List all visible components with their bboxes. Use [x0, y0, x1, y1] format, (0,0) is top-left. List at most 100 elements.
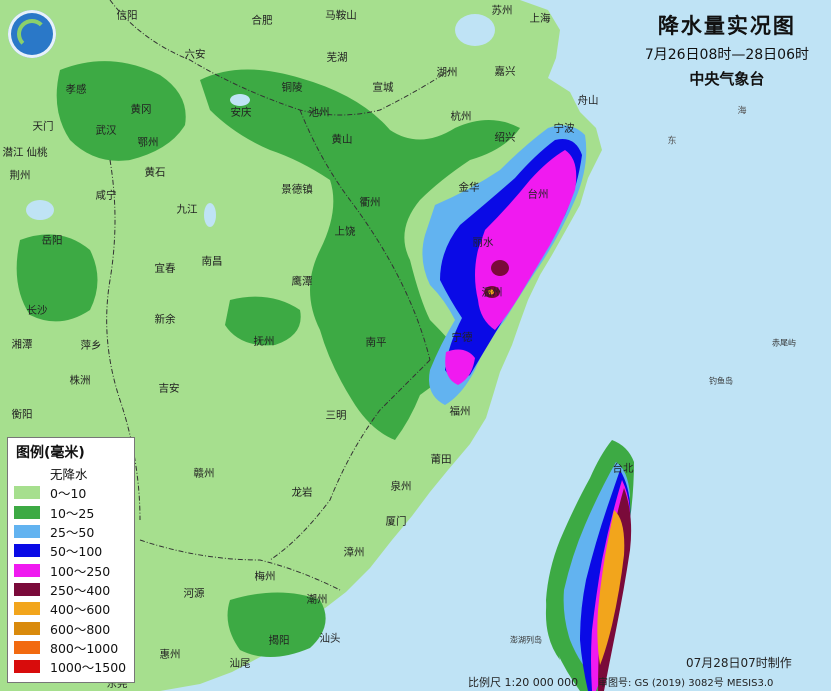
lake-poyang [204, 203, 216, 227]
city-label: 鹰潭 [291, 275, 313, 288]
legend-label: 无降水 [50, 467, 88, 483]
sea-label: 海 [737, 106, 747, 117]
legend-swatch [14, 582, 40, 596]
city-label: 黄冈 [130, 103, 152, 116]
boundary-jiangxi-fujian [269, 359, 431, 561]
city-label: 嘉兴 [494, 65, 516, 78]
city-label: 汕头 [319, 632, 341, 645]
legend-swatch [14, 602, 40, 616]
city-label: 上饶 [334, 225, 356, 238]
city-label: 赣州 [193, 467, 215, 480]
legend-label: 0～10 [50, 486, 87, 502]
city-label: 台州 [527, 188, 549, 201]
city-label: 汕尾 [229, 657, 251, 670]
city-label: 湖州 [436, 66, 458, 79]
rain-area-guangdong [227, 592, 326, 658]
legend-label: 10～25 [50, 505, 95, 521]
city-label: 铜陵 [281, 81, 303, 94]
city-label: 岳阳 [41, 234, 63, 247]
city-label: 泉州 [390, 480, 412, 493]
legend-swatch [14, 563, 40, 577]
legend-swatch [14, 505, 40, 519]
city-label: 台北 [612, 462, 634, 475]
island-label-diaoyudao: 钓鱼岛 [709, 376, 733, 386]
legend-item: 1000～1500 [8, 657, 134, 676]
city-label: 苏州 [491, 4, 513, 17]
city-label: 荆州 [9, 169, 31, 182]
city-label: 衡阳 [11, 408, 33, 421]
legend-swatch [14, 640, 40, 654]
city-label: 芜湖 [326, 51, 348, 64]
legend-item: 250～400 [8, 580, 134, 599]
city-label: 萍乡 [80, 339, 102, 352]
city-label: 金华 [458, 181, 480, 194]
legend-label: 25～50 [50, 525, 95, 541]
legend-title: 图例(毫米) [16, 445, 85, 461]
city-label: 宣城 [372, 81, 394, 94]
rain-core-lishui [491, 260, 509, 276]
map-scale: 比例尺 1:20 000 000 [468, 676, 579, 689]
city-label: 绍兴 [494, 131, 516, 144]
legend-rows: 无降水 0～10 10～25 25～50 50～100 100～250 250～400 400… [8, 464, 134, 676]
city-label: 黄石 [144, 166, 166, 179]
rain-100-250-area [475, 150, 577, 330]
legend-label: 100～250 [50, 563, 111, 579]
legend-swatch [14, 660, 40, 674]
city-label: 南平 [365, 336, 387, 349]
city-label: 信阳 [116, 9, 138, 22]
city-label: 三明 [325, 409, 347, 422]
legend-label: 1000～1500 [50, 660, 127, 676]
legend-label: 800～1000 [50, 640, 119, 656]
map-approval-number: 审图号: GS (2019) 3082号 MESIS3.0 [598, 678, 774, 689]
city-label: 惠州 [159, 648, 181, 661]
city-label: 南昌 [201, 255, 223, 268]
rain-250-400-areas [484, 260, 509, 298]
cma-logo [8, 10, 56, 58]
lake-chaohu [230, 94, 250, 106]
city-label: 宁德 [451, 331, 473, 344]
map-title: 降水量实况图 [657, 14, 796, 38]
water-bodies [26, 14, 495, 227]
city-label: 舟山 [577, 94, 599, 107]
city-label: 河源 [183, 587, 205, 600]
city-label: 漳州 [343, 546, 365, 559]
city-label: 咸宁 [95, 189, 117, 202]
logo-swirl-icon [17, 19, 47, 49]
boundary-hunan-jiangxi [106, 159, 141, 521]
legend-swatch [14, 544, 40, 558]
city-label: 宁波 [553, 122, 575, 135]
city-label: 武汉 [95, 124, 117, 137]
rain-area-hubei [56, 61, 186, 161]
made-time: 07月28日07时制作 [686, 656, 792, 670]
province-boundaries [106, 0, 451, 591]
legend-item: 400～600 [8, 599, 134, 618]
title-block: 降水量实况图 7月26日08时—28日06时 中央气象台 [645, 10, 809, 89]
rain-area-jiangxi [225, 296, 301, 346]
rain-area-anhui [200, 69, 520, 440]
city-label: 新余 [154, 313, 176, 326]
legend-swatch [14, 486, 40, 500]
legend-item: 50～100 [8, 541, 134, 560]
city-label: 杭州 [450, 110, 472, 123]
legend-item: 600～800 [8, 618, 134, 637]
legend-box: 图例(毫米) 无降水 0～10 10～25 25～50 50～100 100～250 250… [7, 437, 135, 683]
boundary-guangdong [139, 539, 341, 591]
east-label: 东 [667, 136, 677, 147]
city-label: 九江 [176, 203, 198, 216]
city-label: 景德镇 [281, 183, 313, 196]
rain-400-600-wenzhou [488, 289, 494, 295]
city-label: 吉安 [158, 382, 180, 395]
city-label: 株洲 [69, 374, 91, 387]
city-label: 天门 [32, 120, 54, 133]
city-label: 揭阳 [268, 634, 290, 647]
map-period: 7月26日08时—28日06时 [644, 47, 809, 63]
legend-swatch [14, 621, 40, 635]
legend-label: 250～400 [50, 582, 111, 598]
legend-label: 50～100 [50, 544, 103, 560]
city-label: 宜春 [154, 262, 176, 275]
city-label: 仙桃 [26, 146, 48, 159]
city-label: 福州 [449, 405, 471, 418]
city-label: 梅州 [254, 570, 276, 583]
boundary-anhui-jiangxi [109, 0, 451, 116]
